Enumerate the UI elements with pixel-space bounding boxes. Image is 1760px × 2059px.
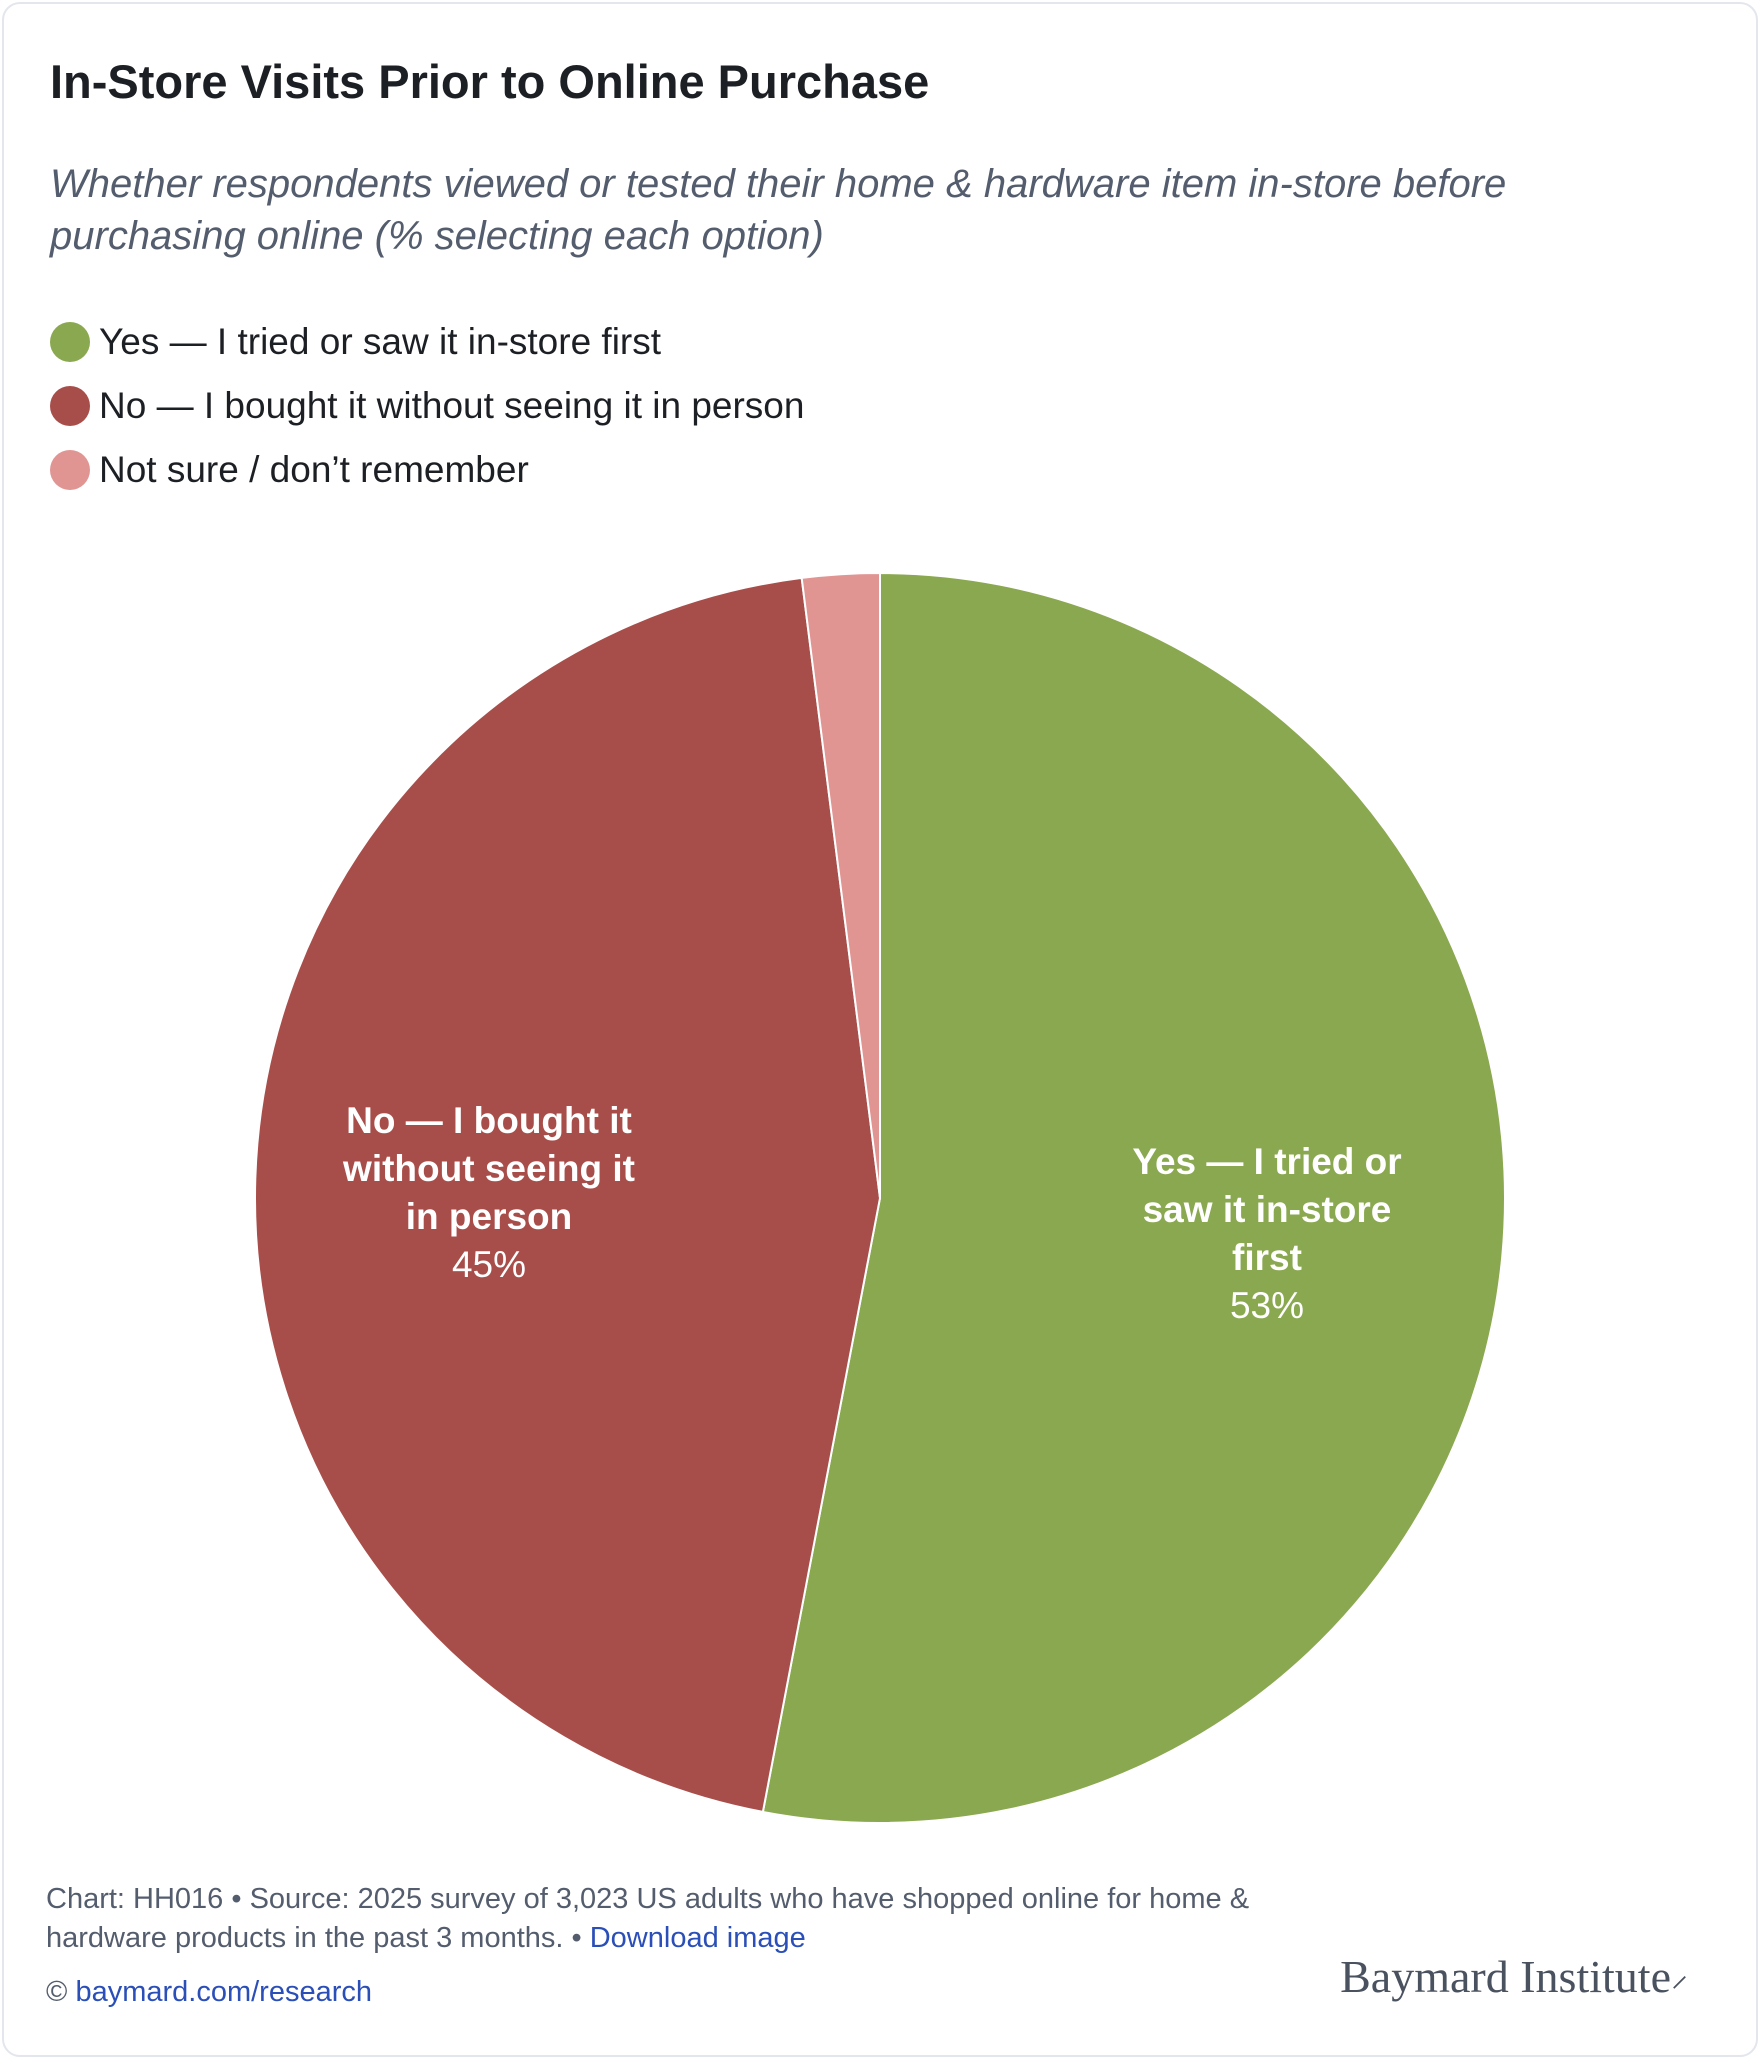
- download-image-link[interactable]: Download image: [589, 1922, 806, 1954]
- chart-footer: Chart: HH016 • Source: 2025 survey of 3,…: [46, 1880, 1286, 1958]
- legend-label-yes: Yes — I tried or saw it in-store first: [99, 321, 662, 362]
- legend-item-not-sure: Not sure / don’t remember: [50, 438, 804, 502]
- chart-subtitle: Whether respondents viewed or tested the…: [50, 162, 1507, 258]
- pie-slice-yes: [761, 571, 1506, 1824]
- copyright: © baymard.com/research: [46, 1976, 372, 2009]
- pie-slice-not-sure: [800, 571, 881, 1199]
- chart-title: In-Store Visits Prior to Online Purchase: [50, 55, 930, 108]
- slice-label-no-line1: No — I bought it: [346, 1100, 632, 1141]
- slice-label-no-line3: in person: [406, 1196, 573, 1237]
- legend-swatch-yes: [50, 322, 90, 362]
- pie-slice-no: [254, 576, 882, 1814]
- source-note: Chart: HH016 • Source: 2025 survey of 3,…: [46, 1883, 1250, 1954]
- baymard-logo: Baymard Institute⸝: [1340, 1951, 1688, 2002]
- slice-label-yes-line2: saw it in-store: [1143, 1189, 1392, 1230]
- slice-value-yes: 53%: [1230, 1285, 1304, 1326]
- legend-swatch-no: [50, 386, 90, 426]
- baymard-research-link[interactable]: baymard.com/research: [75, 1976, 372, 2008]
- legend: Yes — I tried or saw it in-store first N…: [50, 310, 804, 502]
- logo-mark-icon: ⸝: [1671, 1957, 1688, 1994]
- slice-label-yes-line3: first: [1232, 1237, 1302, 1278]
- legend-swatch-not-sure: [50, 450, 90, 490]
- legend-label-not-sure: Not sure / don’t remember: [99, 449, 529, 490]
- slice-label-no-line2: without seeing it: [342, 1148, 635, 1189]
- legend-item-no: No — I bought it without seeing it in pe…: [50, 374, 804, 438]
- slice-value-no: 45%: [452, 1244, 526, 1285]
- legend-label-no: No — I bought it without seeing it in pe…: [99, 385, 805, 426]
- legend-item-yes: Yes — I tried or saw it in-store first: [50, 310, 804, 374]
- copyright-symbol: ©: [46, 1976, 68, 2008]
- slice-label-yes-line1: Yes — I tried or: [1132, 1141, 1401, 1182]
